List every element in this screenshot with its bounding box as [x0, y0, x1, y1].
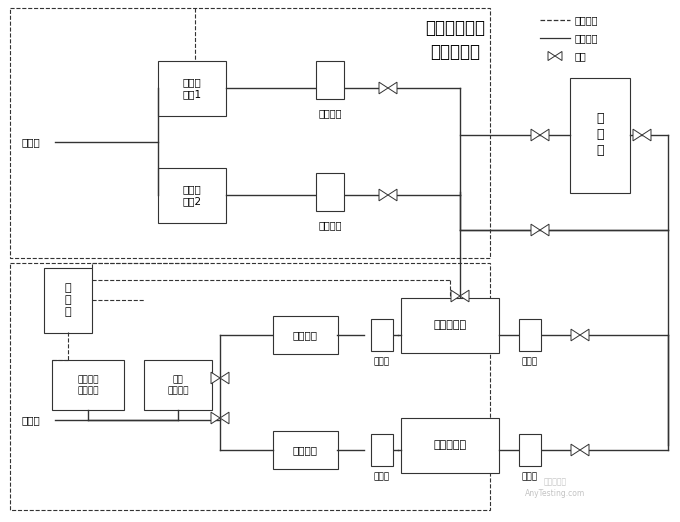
- Bar: [52, 360, 124, 410]
- Text: 空气压
缩机1: 空气压 缩机1: [182, 77, 201, 99]
- Polygon shape: [379, 82, 388, 94]
- Polygon shape: [531, 224, 540, 236]
- Text: 电气回路: 电气回路: [575, 15, 598, 25]
- Bar: [158, 168, 226, 222]
- Text: 电
控
柜: 电 控 柜: [65, 282, 71, 317]
- Polygon shape: [388, 82, 397, 94]
- Polygon shape: [211, 372, 220, 384]
- Text: 医用空气压缩: 医用空气压缩: [425, 19, 485, 37]
- Bar: [158, 61, 226, 115]
- Text: 供气口: 供气口: [22, 415, 41, 425]
- Polygon shape: [220, 412, 229, 424]
- Text: 空气压
缩机2: 空气压 缩机2: [182, 184, 201, 206]
- Text: 过滤器: 过滤器: [374, 472, 390, 481]
- Bar: [401, 298, 499, 352]
- Text: 后冷却器: 后冷却器: [318, 108, 342, 118]
- Bar: [10, 8, 490, 258]
- Polygon shape: [571, 329, 580, 341]
- Polygon shape: [633, 129, 642, 141]
- Polygon shape: [580, 444, 589, 456]
- Text: 进气口: 进气口: [22, 137, 41, 147]
- Polygon shape: [580, 329, 589, 341]
- Text: 嘉裕检测网
AnyTesting.com: 嘉裕检测网 AnyTesting.com: [525, 478, 585, 499]
- Bar: [570, 77, 630, 193]
- Text: 减压装置: 减压装置: [292, 330, 318, 340]
- Bar: [519, 319, 541, 351]
- Polygon shape: [388, 189, 397, 201]
- Text: 空气干燥机: 空气干燥机: [433, 320, 466, 330]
- Polygon shape: [548, 52, 555, 61]
- Polygon shape: [460, 290, 469, 302]
- Text: 球阀: 球阀: [575, 51, 587, 61]
- Bar: [316, 173, 344, 211]
- Polygon shape: [220, 372, 229, 384]
- Text: 空气干燥机: 空气干燥机: [433, 440, 466, 450]
- Bar: [144, 360, 212, 410]
- Polygon shape: [555, 52, 562, 61]
- Polygon shape: [571, 444, 580, 456]
- Text: 减压装置: 减压装置: [292, 445, 318, 455]
- Bar: [44, 267, 92, 333]
- Bar: [401, 418, 499, 472]
- Text: 储
气
罐: 储 气 罐: [596, 113, 604, 158]
- Polygon shape: [642, 129, 651, 141]
- Bar: [371, 434, 393, 466]
- Bar: [316, 61, 344, 99]
- Polygon shape: [540, 129, 549, 141]
- Polygon shape: [211, 412, 220, 424]
- Polygon shape: [540, 224, 549, 236]
- Bar: [519, 434, 541, 466]
- Bar: [273, 431, 337, 469]
- Text: 过滤器: 过滤器: [522, 357, 538, 366]
- Text: 一氧化碳
检测装置: 一氧化碳 检测装置: [78, 375, 99, 395]
- Text: 机组流程图: 机组流程图: [430, 43, 480, 61]
- Text: 过滤器: 过滤器: [374, 357, 390, 366]
- Polygon shape: [451, 290, 460, 302]
- Bar: [273, 316, 337, 354]
- Bar: [10, 263, 490, 510]
- Bar: [371, 319, 393, 351]
- Polygon shape: [531, 129, 540, 141]
- Text: 连接管路: 连接管路: [575, 33, 598, 43]
- Polygon shape: [379, 189, 388, 201]
- Text: 过滤器: 过滤器: [522, 472, 538, 481]
- Text: 后冷却器: 后冷却器: [318, 220, 342, 230]
- Text: 露点
检测装置: 露点 检测装置: [167, 375, 189, 395]
